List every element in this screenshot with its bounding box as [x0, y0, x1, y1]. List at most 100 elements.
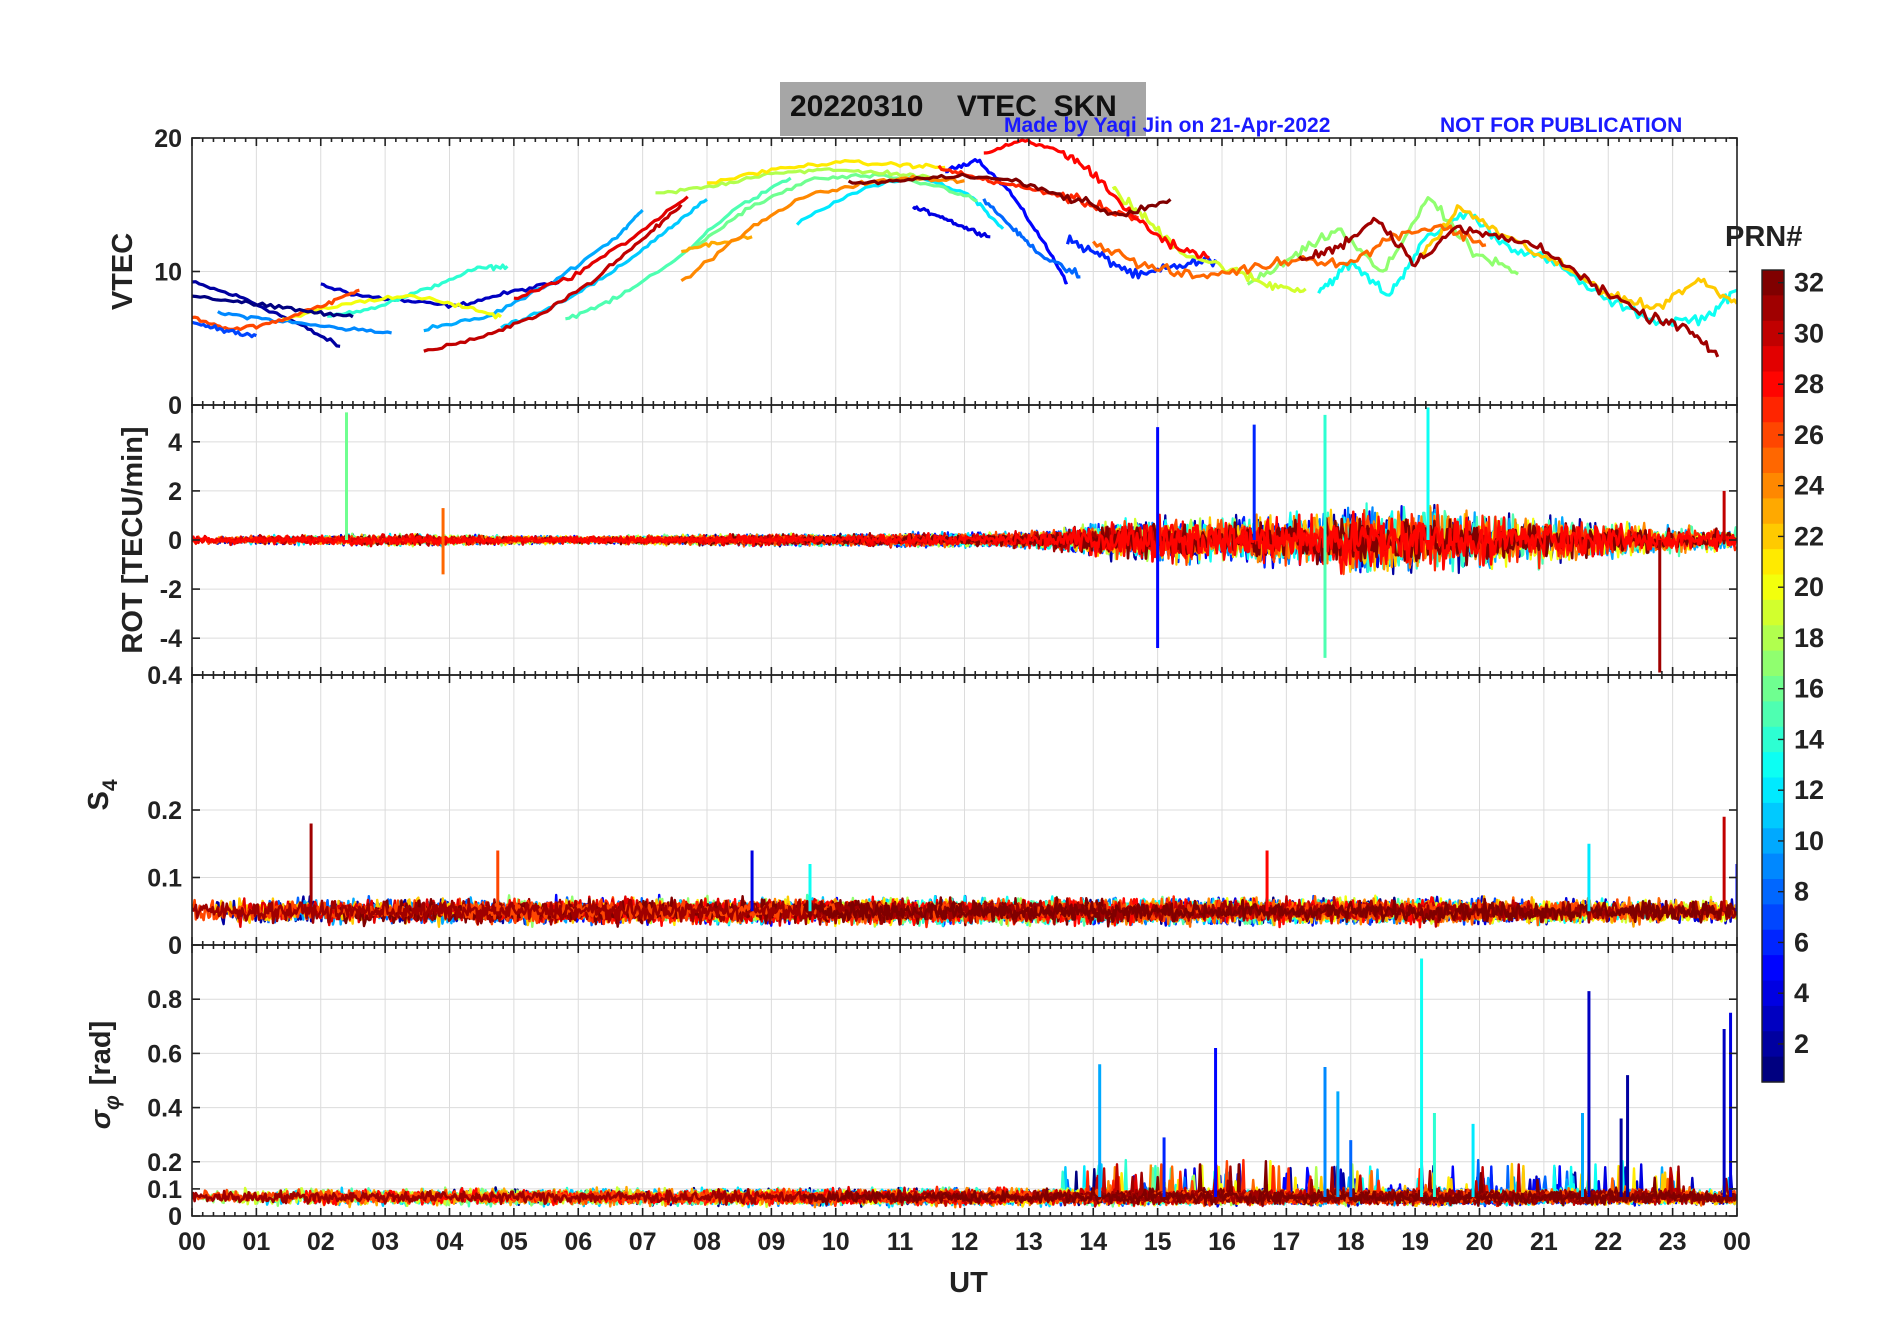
chart-title: 20220310 VTEC SKN [790, 90, 1117, 123]
x-axis-label: UT [949, 1267, 988, 1299]
colorbar-tick-label: 24 [1794, 471, 1824, 501]
x-tick-label: 09 [757, 1228, 785, 1256]
colorbar-segment [1762, 422, 1784, 449]
vtec-series-prn-8 [982, 198, 1081, 279]
colorbar-segment [1762, 320, 1784, 347]
colorbar-tick-label: 2 [1794, 1029, 1809, 1059]
colorbar-label: PRN# [1725, 221, 1802, 253]
colorbar-segment [1762, 599, 1784, 626]
colorbar-tick-label: 22 [1794, 521, 1824, 551]
vtec-series-prn-21 [707, 159, 946, 185]
vtec-series-prn-2 [192, 280, 341, 348]
colorbar-segment [1762, 879, 1784, 905]
colorbar-segment [1762, 650, 1784, 677]
colorbar-segment [1762, 853, 1784, 880]
y-axis-label-main: S [83, 791, 115, 810]
colorbar-tick-label: 28 [1794, 369, 1824, 399]
vtec-series-prn-5 [945, 158, 1069, 285]
vtec-series-prn-1 [192, 294, 354, 319]
y-tick-label: 0 [168, 932, 182, 960]
y-axis-label-unit: [rad] [85, 1021, 117, 1085]
colorbar-segment [1762, 346, 1784, 373]
colorbar-segment [1762, 802, 1784, 829]
colorbar-segment [1762, 1031, 1784, 1058]
x-tick-label: 17 [1272, 1228, 1300, 1256]
colorbar-segment [1762, 777, 1784, 804]
colorbar-segment [1762, 549, 1784, 576]
axes-sigma_phi [191, 944, 1738, 1217]
y-axis-label-main: σ [85, 1108, 117, 1129]
s4-series-prn-32 [802, 897, 1737, 925]
x-tick-label: 08 [693, 1228, 721, 1256]
x-tick-label: 06 [564, 1228, 592, 1256]
y-tick-label: 0 [168, 527, 182, 555]
y-tick-label: 20 [154, 125, 182, 153]
colorbar-segment [1762, 498, 1784, 525]
credit-text: Made by Yaqi Jin on 21-Apr-2022 [1004, 114, 1331, 137]
vtec-series-prn-32 [847, 172, 1172, 218]
colorbar-segment [1762, 447, 1784, 474]
series-rot [192, 407, 1737, 673]
y-tick-label: 0.1 [147, 865, 182, 893]
y-tick-label: 0.2 [147, 1149, 182, 1177]
vtec-series-prn-27 [937, 164, 1140, 222]
colorbar-segment [1762, 371, 1784, 398]
y-tick-label: -4 [160, 625, 182, 653]
vtec-series-prn-31 [1298, 216, 1720, 358]
series-sigma_phi [192, 958, 1737, 1209]
vtec-series-prn-26 [192, 288, 360, 332]
x-tick-label: 10 [822, 1228, 850, 1256]
vtec-series-prn-18 [655, 167, 933, 195]
colorbar-tick-label: 30 [1794, 318, 1824, 348]
vtec-series-prn-7 [192, 320, 257, 339]
vtec-series-prn-22 [1421, 204, 1737, 311]
y-axis-label: S4 [83, 779, 122, 810]
colorbar-tick-label: 8 [1794, 877, 1809, 907]
panel-sigma_phi: 00.10.2 0.4 0.6 0.8 σφ [rad] 00 01 02 03 04 05 06 07 0… [85, 944, 1751, 1299]
panel-s4: 0 0.1 0.2 0.4 S4 [83, 662, 1738, 960]
colorbar-segment [1762, 295, 1784, 322]
colorbar-segment [1762, 270, 1784, 296]
colorbar-tick-label: 14 [1794, 724, 1824, 754]
x-tick-label: 19 [1401, 1228, 1429, 1256]
y-axis-label-sub: φ [101, 1095, 124, 1110]
x-tick-label: 22 [1594, 1228, 1622, 1256]
colorbar-segment [1762, 1005, 1784, 1032]
colorbar-tick-label: 18 [1794, 623, 1824, 653]
colorbar-segment [1762, 955, 1784, 982]
y-tick-label: 0.6 [147, 1040, 182, 1068]
colorbar-segment [1762, 523, 1784, 550]
x-tick-label: 12 [951, 1228, 979, 1256]
y-axis-label-sub: 4 [99, 779, 122, 791]
vtec-series-prn-28 [983, 138, 1210, 260]
y-tick-label: 0.1 [147, 1176, 182, 1204]
vtec-series-prn-30 [423, 203, 683, 353]
x-tick-label: 23 [1659, 1228, 1687, 1256]
x-tick-label: 07 [629, 1228, 657, 1256]
colorbar-tick-label: 16 [1794, 674, 1824, 704]
colorbar-tick-label: 6 [1794, 927, 1809, 957]
colorbar-segment [1762, 726, 1784, 753]
colorbar-segment [1762, 904, 1784, 931]
x-tick-label: 04 [436, 1228, 464, 1256]
vtec-series-prn-9 [217, 310, 392, 335]
x-tick-label: 03 [371, 1228, 399, 1256]
colorbar-segment [1762, 1056, 1784, 1083]
x-tick-label: 00 [1723, 1228, 1751, 1256]
colorbar-tick-label: 12 [1794, 775, 1824, 805]
rot-series-prn-28 [192, 510, 1737, 571]
colorbar-tick-label: 4 [1794, 978, 1809, 1008]
x-tick-label: 00 [178, 1228, 206, 1256]
vtec-series-prn-4 [911, 205, 991, 239]
colorbar-frame [1761, 269, 1785, 1083]
colorbar-segment [1762, 701, 1784, 728]
vtec-series-prn-17 [1246, 196, 1520, 286]
x-tick-label: 16 [1208, 1228, 1236, 1256]
x-tick-label: 01 [242, 1228, 270, 1256]
y-axis-label: σφ [rad] [85, 1021, 124, 1129]
x-tick-label: 05 [500, 1228, 528, 1256]
vtec-series-prn-6 [1065, 234, 1218, 280]
